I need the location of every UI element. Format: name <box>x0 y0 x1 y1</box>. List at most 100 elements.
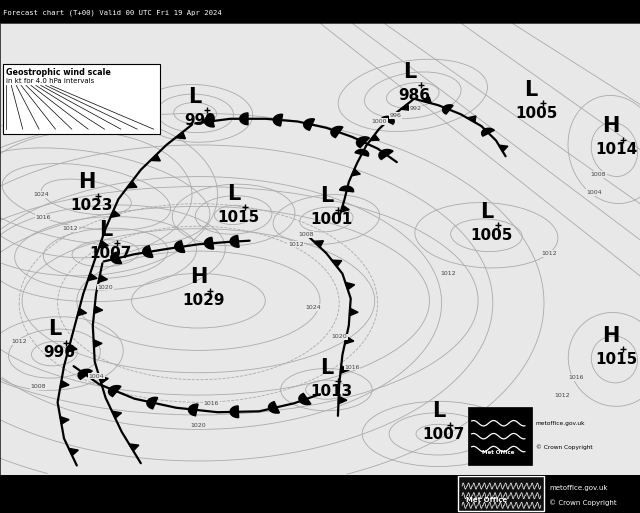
Text: H: H <box>189 267 207 287</box>
Polygon shape <box>205 238 214 249</box>
Text: metoffice.gov.uk: metoffice.gov.uk <box>549 485 607 491</box>
Text: L: L <box>432 401 445 421</box>
Text: 1014: 1014 <box>595 142 637 157</box>
Text: 1012: 1012 <box>12 339 27 344</box>
Text: 1013: 1013 <box>310 384 353 399</box>
Polygon shape <box>205 115 214 127</box>
Text: 1023: 1023 <box>70 199 113 213</box>
Text: 999: 999 <box>184 113 216 128</box>
Polygon shape <box>356 137 369 148</box>
Text: © Crown Copyright: © Crown Copyright <box>549 499 617 506</box>
Text: 1016: 1016 <box>36 215 51 220</box>
Polygon shape <box>78 369 92 379</box>
Polygon shape <box>355 149 369 156</box>
Polygon shape <box>304 119 314 130</box>
Polygon shape <box>60 381 69 388</box>
Text: 1012: 1012 <box>554 393 570 398</box>
Polygon shape <box>230 406 239 418</box>
Polygon shape <box>332 260 342 267</box>
Polygon shape <box>99 376 108 383</box>
Text: Met Office: Met Office <box>466 497 507 503</box>
Polygon shape <box>340 205 349 212</box>
Text: Forecast chart (T+00) Valid 00 UTC Fri 19 Apr 2024: Forecast chart (T+00) Valid 00 UTC Fri 1… <box>3 9 222 16</box>
Polygon shape <box>401 104 410 110</box>
Text: 1008: 1008 <box>298 232 314 237</box>
Text: 1016: 1016 <box>204 401 219 406</box>
Text: 1007: 1007 <box>90 246 132 261</box>
Text: 1012: 1012 <box>288 242 303 247</box>
Text: L: L <box>48 319 61 339</box>
Polygon shape <box>299 393 311 405</box>
Polygon shape <box>240 113 248 125</box>
Polygon shape <box>143 246 153 258</box>
Text: © Crown Copyright: © Crown Copyright <box>536 444 592 449</box>
Polygon shape <box>349 308 358 316</box>
Text: L: L <box>189 87 202 107</box>
Text: 1005: 1005 <box>470 228 513 243</box>
Polygon shape <box>77 308 86 316</box>
Polygon shape <box>273 114 283 126</box>
Text: 1012: 1012 <box>541 251 557 256</box>
Polygon shape <box>68 448 78 456</box>
Polygon shape <box>111 210 120 218</box>
Text: 1016: 1016 <box>568 375 584 380</box>
Text: 996: 996 <box>44 345 76 360</box>
Text: 1015: 1015 <box>595 352 637 367</box>
Polygon shape <box>109 386 121 397</box>
Text: 1001: 1001 <box>310 212 353 227</box>
Text: 1000: 1000 <box>372 119 387 124</box>
Polygon shape <box>370 134 380 141</box>
Bar <box>458 477 544 511</box>
Polygon shape <box>340 186 353 192</box>
Polygon shape <box>94 306 102 313</box>
Polygon shape <box>422 97 431 103</box>
Text: 986: 986 <box>399 88 431 103</box>
Polygon shape <box>314 241 323 247</box>
Text: H: H <box>602 326 620 346</box>
Polygon shape <box>112 411 122 418</box>
Text: Met Office: Met Office <box>482 450 514 455</box>
Bar <box>468 407 532 465</box>
Polygon shape <box>467 116 476 123</box>
Polygon shape <box>68 344 77 352</box>
Polygon shape <box>340 366 349 373</box>
Text: 1024: 1024 <box>306 305 321 310</box>
Polygon shape <box>189 404 198 416</box>
Polygon shape <box>88 273 97 281</box>
Text: 1024: 1024 <box>34 192 49 197</box>
Polygon shape <box>99 275 108 282</box>
Polygon shape <box>175 241 185 252</box>
Text: Geostrophic wind scale: Geostrophic wind scale <box>6 68 111 77</box>
Text: 1020: 1020 <box>332 334 347 339</box>
Text: 1016: 1016 <box>344 365 360 369</box>
Text: 992: 992 <box>410 106 422 111</box>
Polygon shape <box>499 145 508 152</box>
Polygon shape <box>111 252 122 264</box>
Text: L: L <box>403 62 416 82</box>
Text: 1015: 1015 <box>218 210 260 225</box>
Text: 1020: 1020 <box>191 423 206 428</box>
Text: L: L <box>99 220 112 240</box>
Polygon shape <box>129 444 139 451</box>
Text: H: H <box>602 116 620 136</box>
Text: L: L <box>320 358 333 378</box>
Text: L: L <box>480 202 493 222</box>
Polygon shape <box>269 402 280 413</box>
Text: H: H <box>77 172 95 192</box>
Text: 1004: 1004 <box>88 373 104 379</box>
Text: 996: 996 <box>390 113 401 118</box>
Polygon shape <box>331 127 343 137</box>
Polygon shape <box>147 398 157 409</box>
Polygon shape <box>379 149 393 160</box>
Polygon shape <box>93 340 102 347</box>
Text: L: L <box>227 184 240 204</box>
Text: 1005: 1005 <box>515 106 557 121</box>
Polygon shape <box>99 241 108 248</box>
Text: 1029: 1029 <box>182 293 225 308</box>
Text: 1004: 1004 <box>586 190 602 195</box>
Polygon shape <box>482 128 494 136</box>
Polygon shape <box>345 337 354 344</box>
Bar <box>3 64 160 134</box>
Text: 1007: 1007 <box>422 427 465 442</box>
Text: 1008: 1008 <box>31 384 46 389</box>
